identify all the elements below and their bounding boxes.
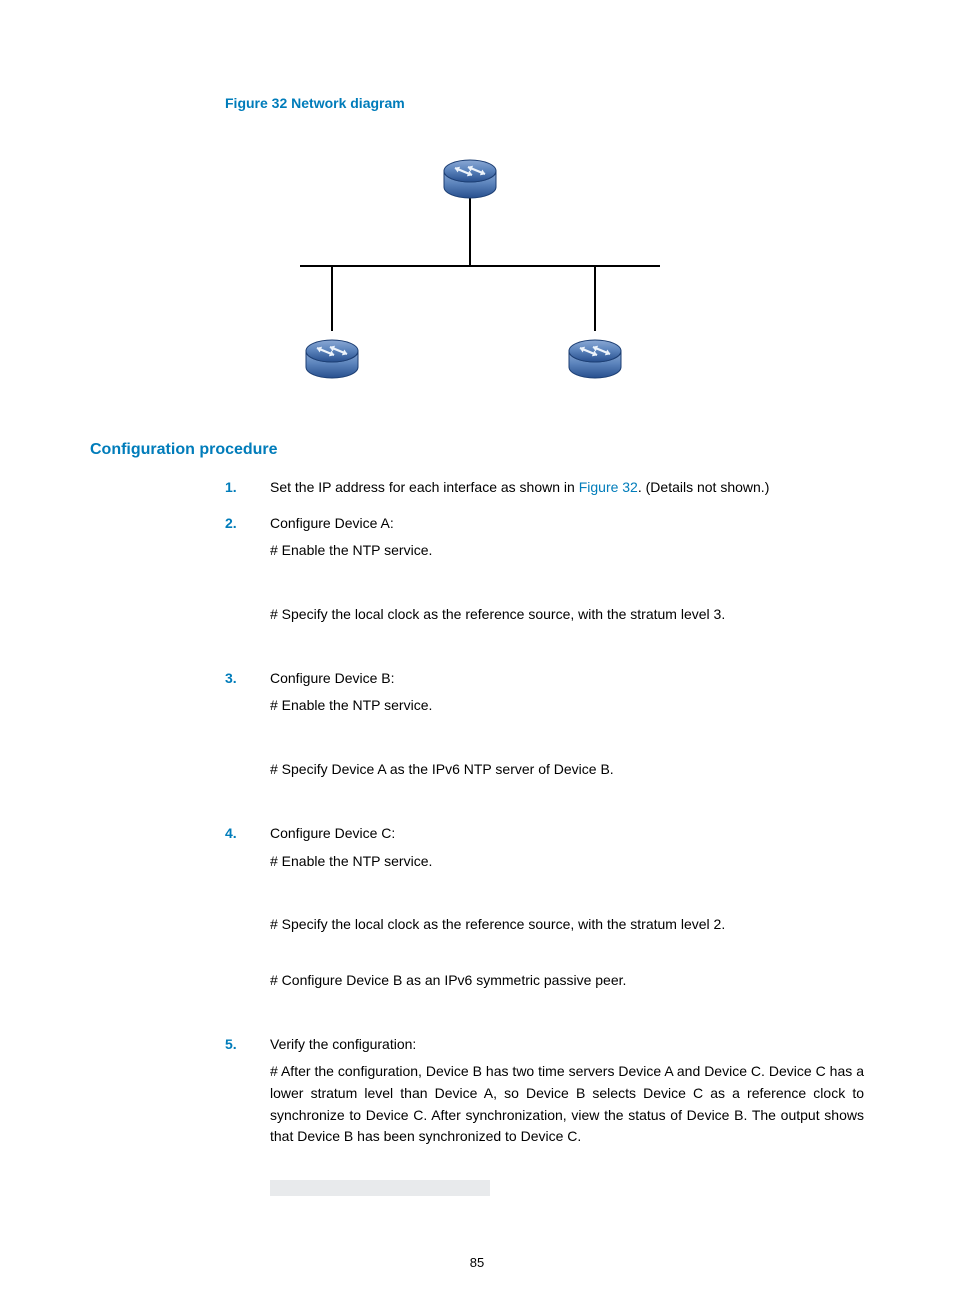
step-lead: Verify the configuration: [270, 1034, 864, 1056]
diagram-svg [210, 131, 770, 411]
step-lead-text: Set the IP address for each interface as… [270, 479, 579, 495]
router-icon [306, 340, 358, 378]
step-item: Set the IP address for each interface as… [225, 477, 864, 499]
page: Figure 32 Network diagram Configuration … [0, 0, 954, 1296]
step-sub: # Specify Device A as the IPv6 NTP serve… [270, 759, 864, 781]
step-sub: # Enable the NTP service. [270, 540, 864, 562]
figure-caption-text: Figure 32 Network diagram [225, 95, 405, 111]
network-diagram [210, 131, 770, 441]
step-lead: Set the IP address for each interface as… [270, 477, 864, 499]
redacted-block [270, 1180, 490, 1196]
router-icon [444, 160, 496, 198]
step-sub: # Enable the NTP service. [270, 851, 864, 873]
step-sub: # Configure Device B as an IPv6 symmetri… [270, 970, 864, 992]
steps-list: Set the IP address for each interface as… [225, 477, 864, 1148]
step-sub: # After the configuration, Device B has … [270, 1061, 864, 1148]
step-item: Configure Device B: # Enable the NTP serv… [225, 668, 864, 809]
figure-link[interactable]: Figure 32 [579, 479, 638, 495]
step-lead: Configure Device A: [270, 513, 864, 535]
step-lead-text: . (Details not shown.) [638, 479, 770, 495]
step-sub: # Specify the local clock as the referen… [270, 914, 864, 936]
step-sub: # Enable the NTP service. [270, 695, 864, 717]
figure-caption: Figure 32 Network diagram [225, 95, 864, 111]
step-item: Configure Device A: # Enable the NTP serv… [225, 513, 864, 654]
step-lead: Configure Device C: [270, 823, 864, 845]
page-number: 85 [0, 1255, 954, 1270]
step-item: Verify the configuration: # After the con… [225, 1034, 864, 1148]
step-sub: # Specify the local clock as the referen… [270, 604, 864, 626]
step-lead: Configure Device B: [270, 668, 864, 690]
section-heading: Configuration procedure [90, 441, 864, 459]
router-icon [569, 340, 621, 378]
step-item: Configure Device C: # Enable the NTP serv… [225, 823, 864, 1020]
